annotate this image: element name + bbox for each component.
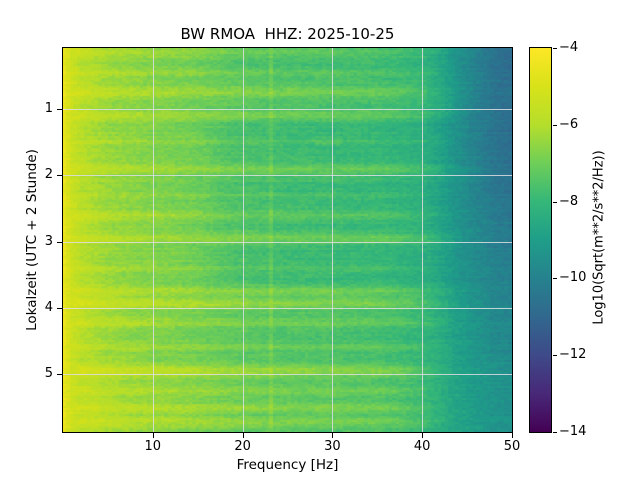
colorbar-tick-label--8: −8 [559, 193, 579, 209]
y-tick-label-3: 3 [44, 233, 53, 249]
gridline-y-2 [63, 175, 512, 177]
x-tick-label-50: 50 [503, 439, 521, 454]
y-tick-4 [57, 307, 62, 309]
x-tick-50 [512, 433, 513, 438]
colorbar-tick-label--10: −10 [559, 270, 587, 286]
colorbar-tick--6 [553, 124, 557, 126]
x-tick-10 [152, 433, 154, 438]
y-tick-1 [57, 109, 62, 110]
spectrogram-canvas [63, 48, 512, 432]
gridline-x-10 [152, 48, 154, 432]
y-tick-label-1: 1 [44, 101, 53, 116]
x-axis-label: Frequency [Hz] [236, 457, 339, 473]
y-axis-label: Lokalzeit (UTC + 2 Stunde) [24, 149, 40, 331]
x-tick-20 [242, 433, 244, 438]
colorbar-tick--10 [553, 278, 557, 280]
colorbar-gradient [530, 48, 551, 432]
y-tick-3 [57, 241, 62, 243]
x-tick-label-10: 10 [144, 439, 162, 454]
x-tick-label-40: 40 [413, 439, 431, 454]
y-tick-2 [57, 175, 62, 177]
colorbar-label: Log10(Sqrt(m**2/s**2/Hz)) [591, 150, 607, 325]
y-tick-label-4: 4 [44, 299, 53, 315]
y-tick-label-5: 5 [44, 366, 53, 382]
gridline-x-40 [422, 48, 424, 432]
colorbar-tick-label--12: −12 [559, 347, 587, 363]
plot-area [62, 47, 513, 433]
colorbar [529, 47, 552, 433]
colorbar-tick--12 [553, 355, 557, 357]
colorbar-tick--8 [553, 201, 557, 203]
gridline-x-30 [332, 48, 334, 432]
x-tick-30 [332, 433, 334, 438]
colorbar-tick-label--4: −4 [559, 40, 579, 55]
gridline-y-5 [63, 374, 512, 376]
colorbar-tick-label--6: −6 [559, 116, 579, 132]
y-tick-label-2: 2 [44, 167, 53, 183]
colorbar-tick--4 [553, 48, 557, 49]
gridline-y-1 [63, 109, 512, 110]
x-tick-label-20: 20 [234, 439, 251, 454]
colorbar-tick--14 [553, 432, 557, 433]
colorbar-tick-label--14: −14 [559, 424, 587, 439]
x-tick-40 [422, 433, 424, 438]
gridline-y-4 [63, 307, 512, 309]
y-tick-5 [57, 374, 62, 376]
gridline-x-20 [242, 48, 244, 432]
plot-title: BW RMOA HHZ: 2025-10-25 [180, 25, 395, 43]
gridline-y-3 [63, 241, 512, 243]
x-tick-label-30: 30 [324, 439, 341, 454]
